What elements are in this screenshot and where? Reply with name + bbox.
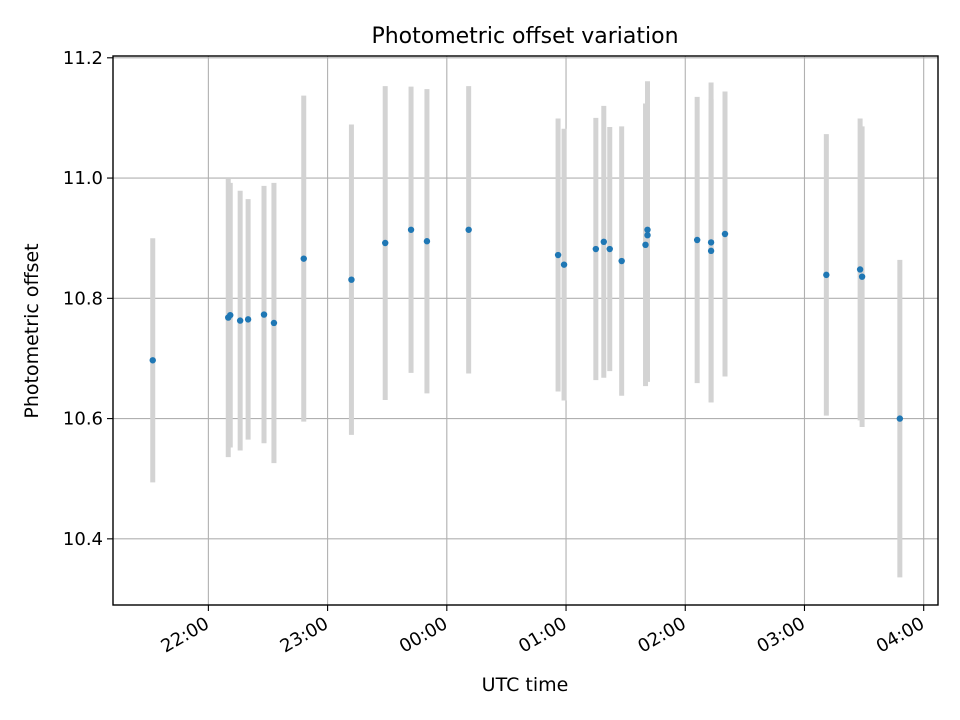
data-point	[407, 226, 415, 233]
y-tick-label: 10.6	[63, 409, 103, 430]
y-tick-label: 11.0	[63, 168, 103, 189]
data-point	[618, 257, 625, 265]
data-point	[348, 276, 355, 283]
data-point	[693, 236, 701, 244]
data-point	[642, 241, 649, 249]
data-point	[858, 273, 866, 280]
y-axis: 10.4 10.6 10.8 11.0 11.2	[63, 48, 113, 550]
y-axis-label: Photometric offset	[21, 243, 43, 418]
data-point	[606, 245, 613, 253]
data-points	[149, 226, 904, 422]
data-point	[423, 238, 431, 245]
data-point	[644, 231, 651, 239]
data-point	[896, 415, 904, 422]
data-point	[560, 261, 568, 268]
data-point	[260, 311, 268, 318]
data-point	[856, 266, 864, 273]
data-point	[382, 239, 389, 247]
data-point	[707, 247, 715, 255]
data-point	[554, 251, 562, 259]
plot-frame	[112, 55, 939, 606]
data-point	[236, 317, 244, 324]
data-point	[644, 226, 651, 233]
x-axis-label: UTC time	[482, 674, 569, 696]
data-point	[465, 226, 472, 233]
y-tick-label: 10.8	[63, 288, 103, 309]
data-point	[227, 311, 234, 319]
data-point	[707, 239, 715, 246]
data-point	[721, 230, 729, 238]
y-tick-label: 10.4	[63, 529, 103, 550]
data-point	[823, 271, 830, 279]
data-point	[149, 357, 156, 364]
data-point	[592, 245, 600, 253]
data-point	[300, 255, 307, 262]
data-point	[244, 316, 252, 323]
grid	[113, 56, 938, 605]
data-point	[600, 238, 607, 246]
chart-title: Photometric offset variation	[371, 24, 678, 49]
data-point	[270, 319, 278, 327]
y-tick-label: 11.2	[63, 48, 103, 69]
